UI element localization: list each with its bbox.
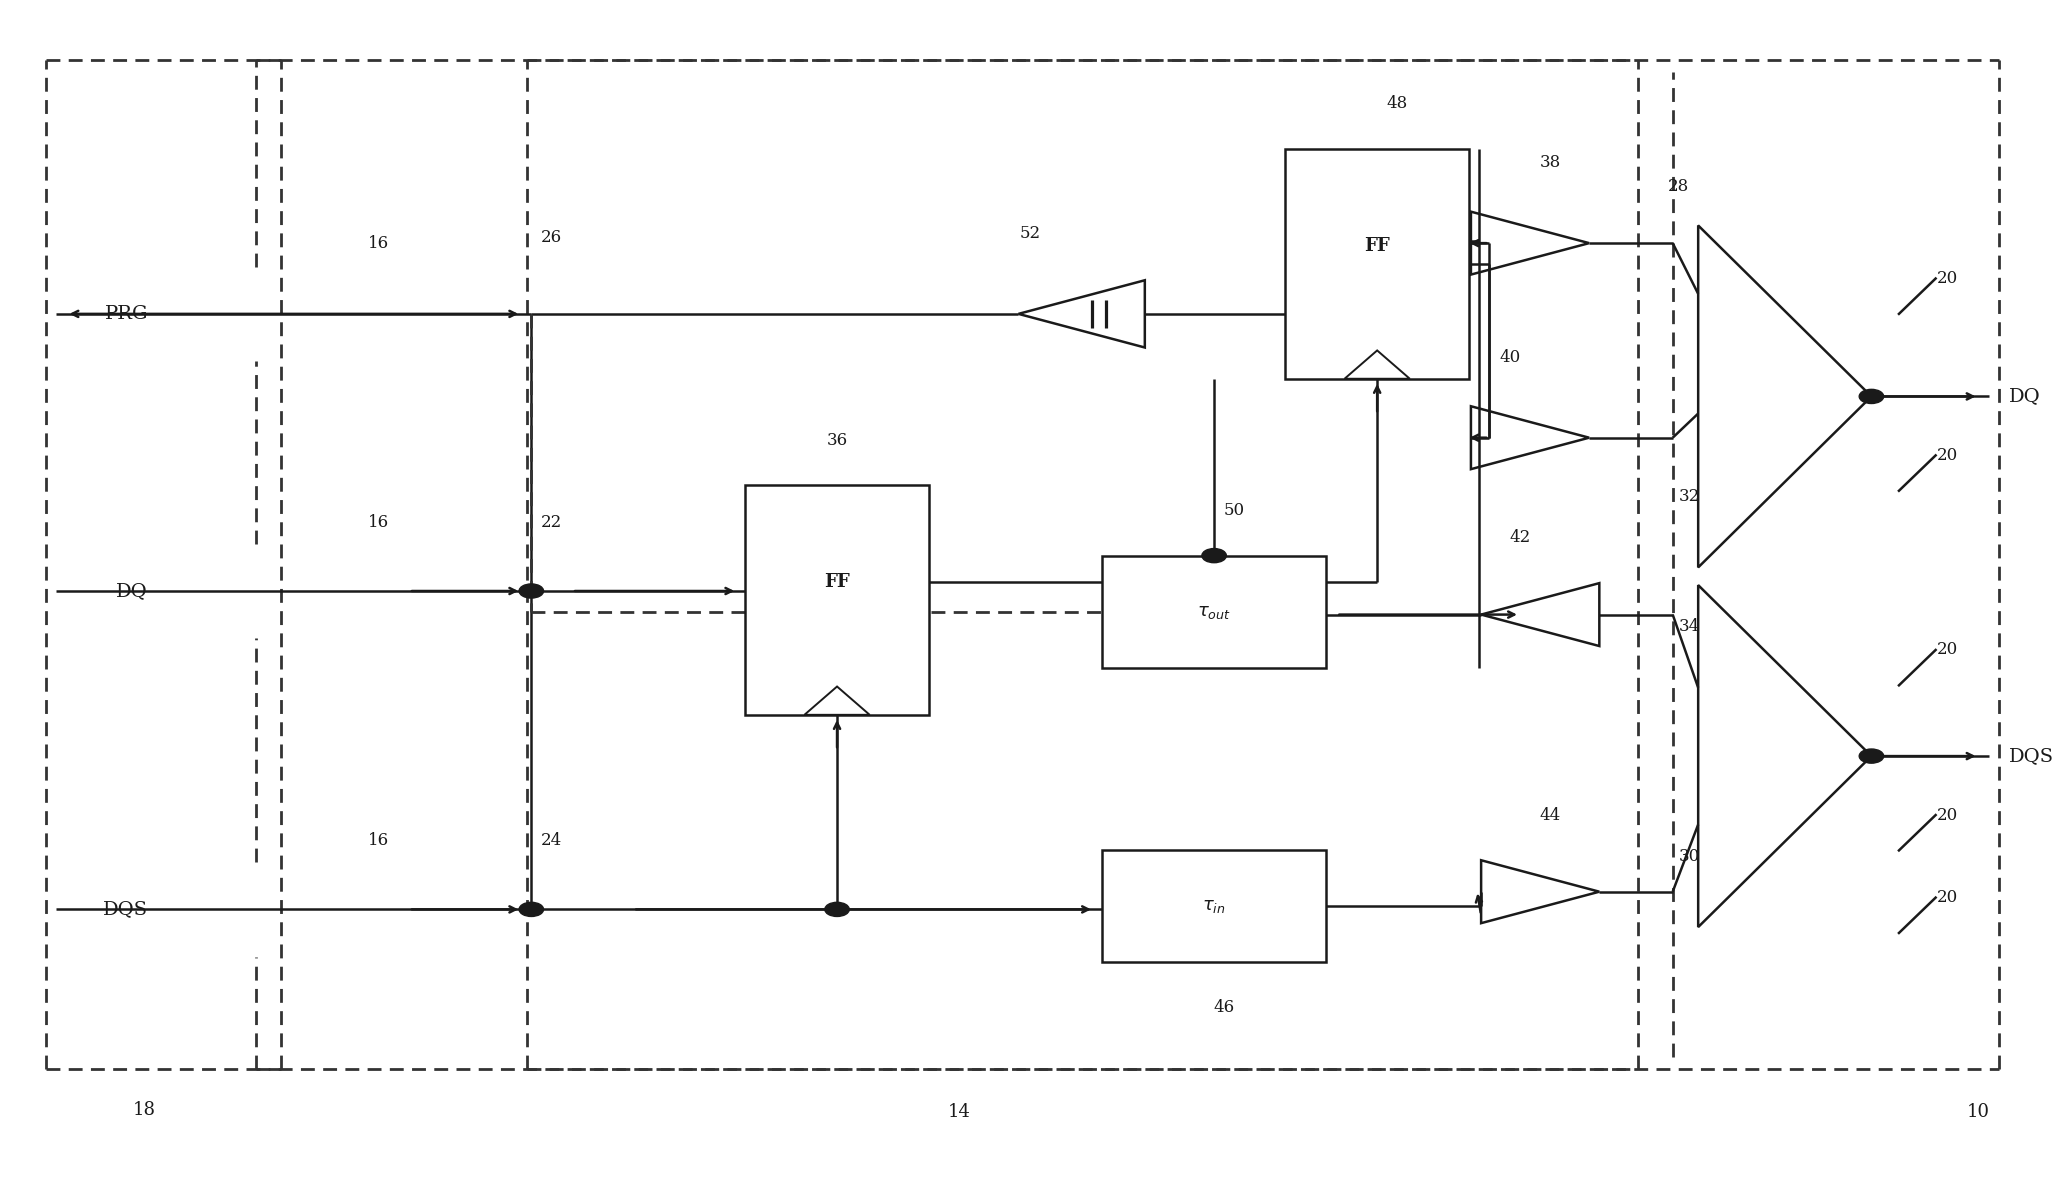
Text: 20: 20	[1936, 269, 1959, 287]
Text: 10: 10	[1967, 1103, 1990, 1122]
Text: 16: 16	[367, 832, 390, 850]
Text: 32: 32	[1678, 488, 1699, 505]
Text: DQS: DQS	[103, 901, 148, 918]
Circle shape	[520, 584, 544, 598]
Text: 18: 18	[132, 1100, 155, 1119]
Text: 46: 46	[1215, 999, 1235, 1015]
Circle shape	[1860, 389, 1885, 403]
Text: 52: 52	[1021, 226, 1041, 242]
Text: 30: 30	[1678, 847, 1699, 865]
Text: $\tau_{out}$: $\tau_{out}$	[1198, 603, 1231, 621]
Text: 26: 26	[540, 229, 563, 246]
Text: FF: FF	[1365, 238, 1390, 255]
Text: 22: 22	[540, 514, 563, 531]
Circle shape	[825, 902, 850, 916]
Bar	[1101, 850, 1326, 962]
Text: FF: FF	[825, 573, 850, 591]
Text: DQ: DQ	[2008, 388, 2041, 405]
Text: DQS: DQS	[2008, 747, 2054, 765]
Text: 34: 34	[1678, 618, 1699, 635]
Text: 20: 20	[1936, 642, 1959, 658]
Bar	[744, 485, 928, 715]
Text: 20: 20	[1936, 889, 1959, 907]
Text: 44: 44	[1540, 806, 1561, 824]
Text: 42: 42	[1509, 530, 1530, 546]
Text: 24: 24	[540, 832, 563, 850]
Text: DQ: DQ	[115, 582, 148, 600]
Text: 40: 40	[1499, 349, 1520, 366]
Text: 50: 50	[1225, 502, 1245, 519]
Text: 28: 28	[1668, 178, 1689, 195]
Text: PRG: PRG	[105, 305, 148, 323]
Text: $\tau_{in}$: $\tau_{in}$	[1202, 897, 1225, 915]
Text: 20: 20	[1936, 806, 1959, 824]
Circle shape	[1202, 548, 1227, 563]
Circle shape	[1860, 749, 1885, 764]
Text: 36: 36	[827, 431, 847, 448]
Text: 14: 14	[949, 1103, 971, 1122]
Text: 16: 16	[367, 235, 390, 252]
Circle shape	[520, 902, 544, 916]
Text: 20: 20	[1936, 447, 1959, 463]
Text: 16: 16	[367, 514, 390, 531]
Text: 48: 48	[1388, 96, 1408, 112]
Text: 38: 38	[1540, 155, 1561, 171]
Bar	[1285, 149, 1468, 378]
Bar	[1101, 556, 1326, 668]
